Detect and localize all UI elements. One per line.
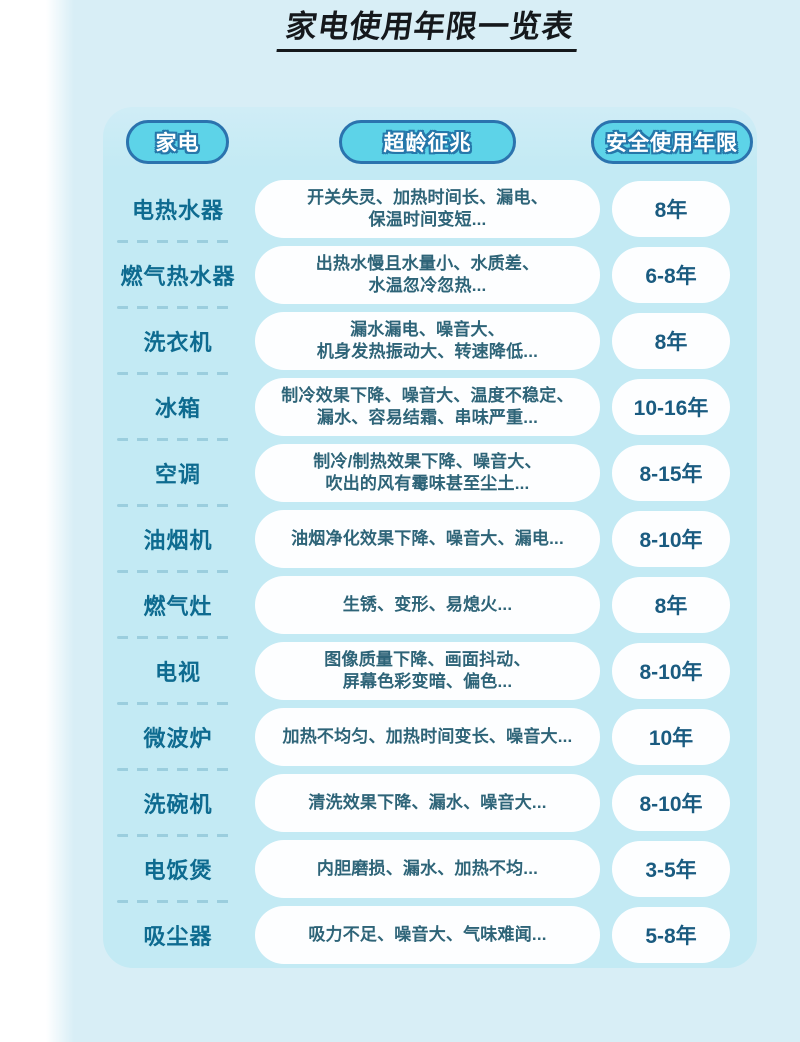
- appliance-name: 油烟机: [103, 506, 253, 573]
- aging-signs-pill: 制冷/制热效果下降、噪音大、 吹出的风有霉味甚至尘土...: [255, 444, 600, 502]
- aging-signs-pill: 生锈、变形、易熄火...: [255, 576, 600, 634]
- table-row: 油烟机 油烟净化效果下降、噪音大、漏电... 8-10年: [103, 506, 757, 573]
- appliance-name: 燃气灶: [103, 572, 253, 639]
- appliance-name: 吸尘器: [143, 924, 213, 949]
- appliance-name: 电饭煲: [103, 836, 253, 903]
- column-header-appliance: 家电: [126, 120, 229, 164]
- table-row: 微波炉 加热不均匀、加热时间变长、噪音大... 10年: [103, 704, 757, 771]
- safe-years-pill: 8年: [612, 181, 730, 237]
- safe-years-pill: 8年: [612, 313, 730, 369]
- aging-signs-pill: 加热不均匀、加热时间变长、噪音大...: [255, 708, 600, 766]
- aging-signs-pill: 内胆磨损、漏水、加热不均...: [255, 840, 600, 898]
- page-title-wrap: 家电使用年限一览表: [103, 1, 757, 52]
- safe-years-pill: 8-10年: [612, 643, 730, 699]
- safe-years-pill: 8年: [612, 577, 730, 633]
- appliance-name: 空调: [103, 440, 253, 507]
- aging-signs-pill: 吸力不足、噪音大、气味难闻...: [255, 906, 600, 964]
- safe-years-pill: 6-8年: [612, 247, 730, 303]
- aging-signs-pill: 漏水漏电、噪音大、 机身发热振动大、转速降低...: [255, 312, 600, 370]
- column-header-signs-label: 超龄征兆: [383, 132, 472, 155]
- column-header-signs: 超龄征兆: [339, 120, 516, 164]
- table-row: 冰箱 制冷效果下降、噪音大、温度不稳定、 漏水、容易结霜、串味严重... 10-…: [103, 374, 757, 441]
- safe-years-pill: 8-10年: [612, 511, 730, 567]
- safe-years-pill: 10-16年: [612, 379, 730, 435]
- appliance-name: 冰箱: [103, 374, 253, 441]
- table-row: 吸尘器 吸力不足、噪音大、气味难闻... 5-8年: [103, 902, 757, 968]
- table-row: 洗衣机 漏水漏电、噪音大、 机身发热振动大、转速降低... 8年: [103, 308, 757, 375]
- column-header-lifespan-label: 安全使用年限: [606, 132, 738, 155]
- safe-years-pill: 3-5年: [612, 841, 730, 897]
- safe-years-pill: 5-8年: [612, 907, 730, 963]
- aging-signs-pill: 清洗效果下降、漏水、噪音大...: [255, 774, 600, 832]
- appliance-name: 微波炉: [103, 704, 253, 771]
- table-row: 空调 制冷/制热效果下降、噪音大、 吹出的风有霉味甚至尘土... 8-15年: [103, 440, 757, 507]
- aging-signs-pill: 出热水慢且水量小、水质差、 水温忽冷忽热...: [255, 246, 600, 304]
- safe-years-pill: 10年: [612, 709, 730, 765]
- appliance-name: 电视: [103, 638, 253, 705]
- table-row: 电热水器 开关失灵、加热时间长、漏电、 保温时间变短... 8年: [103, 176, 757, 243]
- table-row: 电视 图像质量下降、画面抖动、 屏幕色彩变暗、偏色... 8-10年: [103, 638, 757, 705]
- aging-signs-pill: 图像质量下降、画面抖动、 屏幕色彩变暗、偏色...: [255, 642, 600, 700]
- table-row: 洗碗机 清洗效果下降、漏水、噪音大... 8-10年: [103, 770, 757, 837]
- safe-years-pill: 8-15年: [612, 445, 730, 501]
- page-title: 家电使用年限一览表: [276, 1, 584, 52]
- column-header-lifespan: 安全使用年限: [591, 120, 753, 164]
- aging-signs-pill: 制冷效果下降、噪音大、温度不稳定、 漏水、容易结霜、串味严重...: [255, 378, 600, 436]
- safe-years-pill: 8-10年: [612, 775, 730, 831]
- table-row: 电饭煲 内胆磨损、漏水、加热不均... 3-5年: [103, 836, 757, 903]
- column-header-appliance-label: 家电: [155, 132, 200, 155]
- appliance-name: 洗碗机: [103, 770, 253, 837]
- aging-signs-pill: 油烟净化效果下降、噪音大、漏电...: [255, 510, 600, 568]
- aging-signs-pill: 开关失灵、加热时间长、漏电、 保温时间变短...: [255, 180, 600, 238]
- table-body: 电热水器 开关失灵、加热时间长、漏电、 保温时间变短... 8年 燃气热水器 出…: [103, 176, 757, 968]
- table-row: 燃气灶 生锈、变形、易熄火... 8年: [103, 572, 757, 639]
- appliance-name: 洗衣机: [103, 308, 253, 375]
- appliance-name: 电热水器: [103, 176, 253, 243]
- appliance-name: 燃气热水器: [103, 242, 253, 309]
- table-row: 燃气热水器 出热水慢且水量小、水质差、 水温忽冷忽热... 6-8年: [103, 242, 757, 309]
